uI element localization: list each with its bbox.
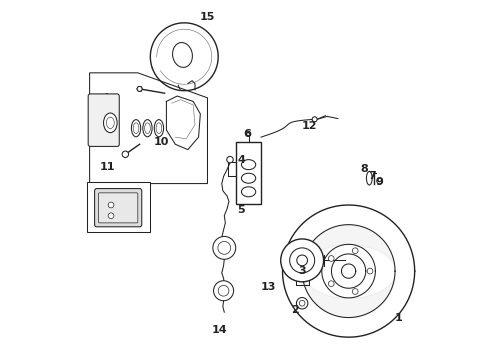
Ellipse shape: [242, 159, 256, 170]
Ellipse shape: [154, 120, 164, 137]
Text: 7: 7: [368, 171, 376, 181]
Text: 6: 6: [243, 129, 251, 139]
FancyBboxPatch shape: [87, 182, 149, 232]
Circle shape: [312, 117, 317, 122]
FancyBboxPatch shape: [95, 189, 142, 227]
Circle shape: [246, 131, 251, 136]
Text: 4: 4: [238, 156, 245, 165]
Text: 11: 11: [100, 162, 115, 172]
Text: 13: 13: [261, 282, 276, 292]
Circle shape: [297, 255, 308, 266]
Circle shape: [299, 300, 305, 306]
FancyBboxPatch shape: [88, 94, 119, 147]
Text: 8: 8: [361, 164, 368, 174]
Ellipse shape: [133, 123, 139, 134]
Ellipse shape: [131, 120, 141, 137]
Circle shape: [227, 157, 233, 163]
Ellipse shape: [242, 187, 256, 197]
Circle shape: [218, 242, 231, 254]
Ellipse shape: [143, 120, 152, 137]
Text: 12: 12: [301, 121, 317, 131]
Ellipse shape: [367, 171, 372, 185]
Circle shape: [367, 268, 373, 274]
Circle shape: [352, 248, 358, 253]
Circle shape: [377, 178, 383, 184]
Ellipse shape: [156, 123, 162, 134]
Circle shape: [108, 202, 114, 208]
Circle shape: [122, 151, 128, 157]
Text: 15: 15: [200, 13, 215, 22]
Text: 14: 14: [212, 325, 228, 335]
Circle shape: [214, 281, 234, 301]
Circle shape: [328, 256, 334, 261]
Circle shape: [296, 297, 308, 309]
Text: 9: 9: [375, 177, 383, 187]
Circle shape: [213, 237, 236, 259]
Ellipse shape: [172, 42, 193, 67]
Ellipse shape: [242, 173, 256, 183]
Circle shape: [218, 285, 229, 296]
Text: 5: 5: [238, 205, 245, 215]
Ellipse shape: [106, 117, 114, 129]
Circle shape: [328, 281, 334, 287]
Text: 1: 1: [395, 312, 402, 323]
Circle shape: [108, 213, 114, 219]
Circle shape: [281, 239, 323, 282]
FancyBboxPatch shape: [236, 142, 261, 204]
Circle shape: [352, 289, 358, 294]
Circle shape: [137, 86, 142, 91]
Text: 3: 3: [298, 266, 306, 276]
Ellipse shape: [145, 123, 150, 134]
FancyBboxPatch shape: [98, 193, 138, 223]
Text: 2: 2: [291, 305, 299, 315]
Circle shape: [290, 248, 315, 273]
Ellipse shape: [103, 113, 117, 133]
Text: 10: 10: [153, 138, 169, 148]
